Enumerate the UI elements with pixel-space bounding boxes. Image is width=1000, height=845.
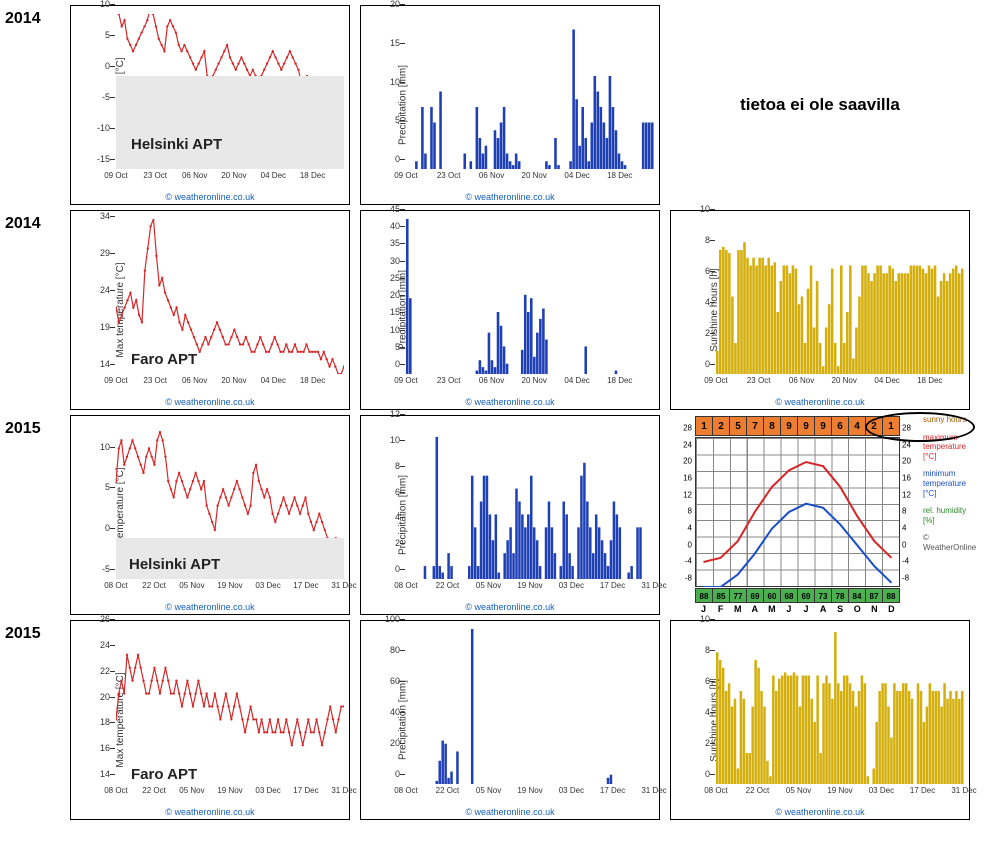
credit-text: © weatheronline.co.uk [361, 807, 659, 817]
climate-diagram: 125789996421-8-40481216202428-8-40481216… [670, 415, 970, 615]
credit-text: © weatheronline.co.uk [71, 602, 349, 612]
chart-r3c1: 020406080100Precipitation [mm]08 Oct22 O… [360, 620, 660, 820]
credit-text: © weatheronline.co.uk [361, 602, 659, 612]
no-data-text: tietoa ei ole saavilla [740, 95, 900, 115]
year-label: 2014 [5, 5, 60, 205]
credit-text: © weatheronline.co.uk [671, 807, 969, 817]
chart-r1c1: 051015202530354045Precipitation [mm]09 O… [360, 210, 660, 410]
chart-r0c0: -15-10-50510Max temperature [°C]09 Oct23… [70, 5, 350, 205]
credit-text: © weatheronline.co.uk [71, 192, 349, 202]
location-label: Helsinki APT [131, 136, 222, 153]
credit-text: © weatheronline.co.uk [671, 397, 969, 407]
chart-r2c1: 024681012Precipitation [mm]08 Oct22 Oct0… [360, 415, 660, 615]
year-label: 2015 [5, 415, 60, 615]
year-label: 2014 [5, 210, 60, 410]
year-label: 2015 [5, 620, 60, 820]
location-label: Helsinki APT [129, 556, 220, 573]
credit-text: © weatheronline.co.uk [361, 192, 659, 202]
no-data-cell: tietoa ei ole saavilla [670, 5, 970, 205]
chart-r3c0: 14161820222426Max temperature [°C]08 Oct… [70, 620, 350, 820]
credit-text: © weatheronline.co.uk [361, 397, 659, 407]
chart-r2c0: -50510Max temperature [°C]08 Oct22 Oct05… [70, 415, 350, 615]
chart-r0c1: 05101520Precipitation [mm]09 Oct23 Oct06… [360, 5, 660, 205]
location-label: Faro APT [131, 766, 197, 783]
credit-text: © weatheronline.co.uk [71, 397, 349, 407]
chart-r3c2: 0246810Sunshine hours [h]08 Oct22 Oct05 … [670, 620, 970, 820]
credit-text: © weatheronline.co.uk [71, 807, 349, 817]
chart-r1c0: 1419242934Max temperature [°C]09 Oct23 O… [70, 210, 350, 410]
location-label: Faro APT [131, 351, 197, 368]
chart-r1c2: 0246810Sunshine hours [h]09 Oct23 Oct06 … [670, 210, 970, 410]
climate-legend: sunny hoursmaximum temperature [°C]minim… [923, 415, 969, 561]
